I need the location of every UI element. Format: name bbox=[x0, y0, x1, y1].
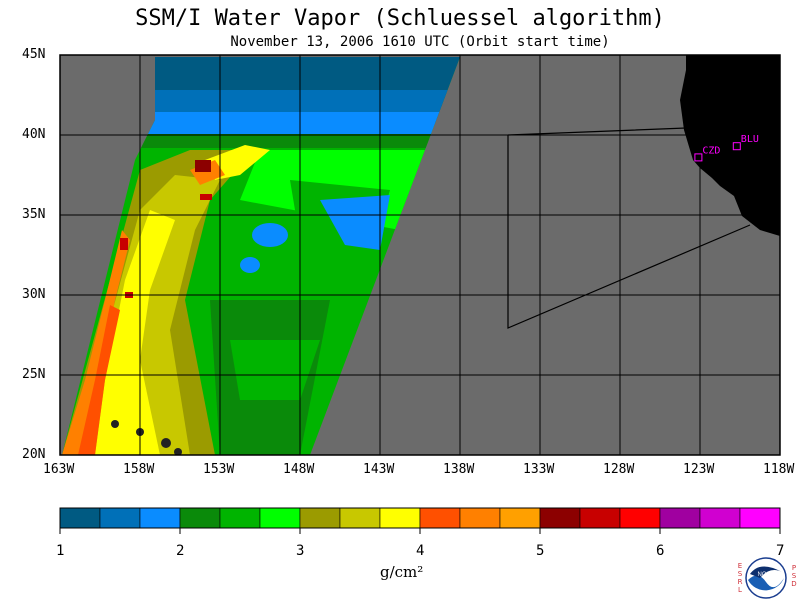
lon-label: 163W bbox=[43, 462, 75, 477]
colorbar-swatch bbox=[499, 507, 541, 529]
colorbar-unit: g/cm² bbox=[380, 563, 424, 581]
colorbar-swatch bbox=[59, 507, 101, 529]
colorbar-tick-label: 7 bbox=[776, 543, 785, 559]
lon-label: 148W bbox=[283, 462, 315, 477]
noaa-logo-icon: NOAA bbox=[745, 557, 787, 599]
colorbar-tick-label: 3 bbox=[296, 543, 305, 559]
colorbar-swatch bbox=[419, 507, 461, 529]
lon-label: 158W bbox=[123, 462, 155, 477]
colorbar-swatch bbox=[99, 507, 141, 529]
lat-label: 45N bbox=[22, 47, 46, 62]
lon-label: 128W bbox=[603, 462, 635, 477]
colorbar-swatch bbox=[579, 507, 621, 529]
lon-label: 138W bbox=[443, 462, 475, 477]
colorbar-swatch bbox=[219, 507, 261, 529]
island bbox=[174, 448, 182, 455]
lat-label: 25N bbox=[22, 367, 46, 382]
colorbar-swatch bbox=[739, 507, 781, 529]
colorbar-tick-label: 1 bbox=[56, 543, 65, 559]
north-america-land bbox=[680, 55, 780, 236]
island bbox=[111, 420, 119, 428]
lat-label: 35N bbox=[22, 207, 46, 222]
colorbar-swatch bbox=[299, 507, 341, 529]
colorbar-tick-label: 6 bbox=[656, 543, 665, 559]
colorbar-tick-label: 2 bbox=[176, 543, 185, 559]
lon-label: 143W bbox=[363, 462, 395, 477]
colorbar-tick-label: 5 bbox=[536, 543, 545, 559]
colorbar-swatch bbox=[699, 507, 741, 529]
colorbar-swatch bbox=[339, 507, 381, 529]
colorbar-swatch bbox=[619, 507, 661, 529]
colorbar-swatch bbox=[379, 507, 421, 529]
lon-label: 123W bbox=[683, 462, 715, 477]
lon-label: 153W bbox=[203, 462, 235, 477]
lat-label: 40N bbox=[22, 127, 46, 142]
colorbar-swatch bbox=[539, 507, 581, 529]
svg-text:NOAA: NOAA bbox=[757, 572, 774, 578]
domain-outline bbox=[507, 127, 751, 329]
lat-label: 30N bbox=[22, 287, 46, 302]
station-label: BLU bbox=[741, 134, 759, 145]
station-marker bbox=[732, 142, 741, 151]
map-frame bbox=[59, 54, 781, 456]
page-title: SSM/I Water Vapor (Schluessel algorithm) bbox=[135, 6, 665, 31]
lon-label: 133W bbox=[523, 462, 555, 477]
station-czd[interactable]: CZD bbox=[694, 145, 721, 162]
lon-label: 118W bbox=[763, 462, 795, 477]
colorbar-tick-label: 4 bbox=[416, 543, 425, 559]
island bbox=[161, 438, 171, 448]
station-marker bbox=[694, 153, 703, 162]
page-subtitle: November 13, 2006 1610 UTC (Orbit start … bbox=[230, 34, 610, 50]
colorbar-swatch bbox=[259, 507, 301, 529]
lat-label: 20N bbox=[22, 447, 46, 462]
station-label: CZD bbox=[702, 145, 720, 156]
colorbar-swatch bbox=[459, 507, 501, 529]
station-blu[interactable]: BLU bbox=[732, 134, 759, 151]
colorbar-swatch bbox=[659, 507, 701, 529]
colorbar-swatch bbox=[179, 507, 221, 529]
colorbar-swatch bbox=[139, 507, 181, 529]
